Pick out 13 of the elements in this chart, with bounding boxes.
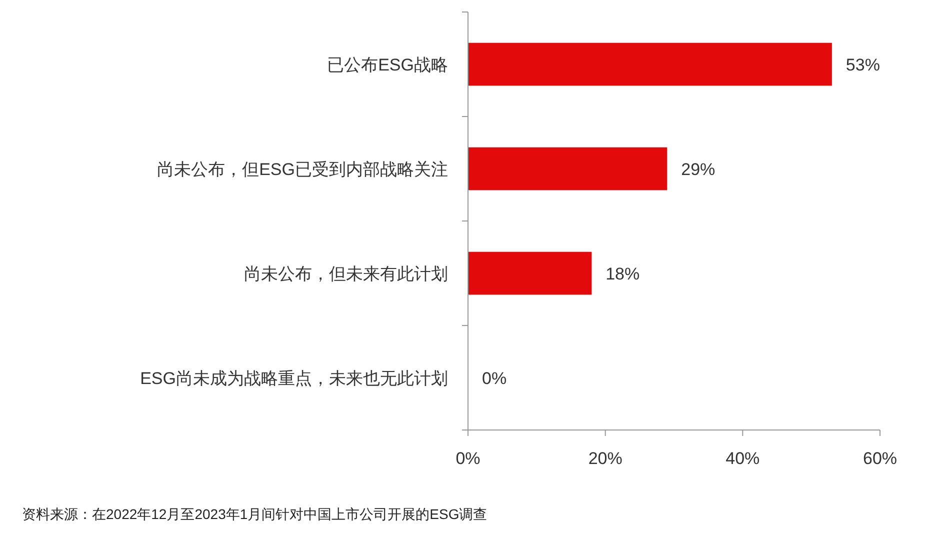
x-tick-label: 60% bbox=[862, 449, 898, 468]
y-tick-label: 尚未公布，但ESG已受到内部战略关注 bbox=[157, 160, 448, 179]
data-label: 29% bbox=[681, 160, 716, 179]
x-tick-label: 40% bbox=[726, 449, 760, 468]
text: 资料来源：在2022年12月至2023年1月间针对中国上市公司开展的ESG调查 bbox=[22, 506, 488, 522]
data-label: 0% bbox=[482, 368, 507, 388]
y-tick-label: ESG尚未成为战略重点，未来也无此计划 bbox=[140, 368, 448, 388]
data-label: 53% bbox=[846, 55, 880, 74]
y-tick-label: 尚未公布，但未来有此计划 bbox=[244, 264, 448, 284]
x-tick-label: 20% bbox=[588, 449, 622, 468]
x-tick-label: 0% bbox=[456, 449, 480, 468]
data-label: 18% bbox=[606, 264, 640, 284]
y-tick-label: 已公布ESG战略 bbox=[327, 55, 448, 74]
